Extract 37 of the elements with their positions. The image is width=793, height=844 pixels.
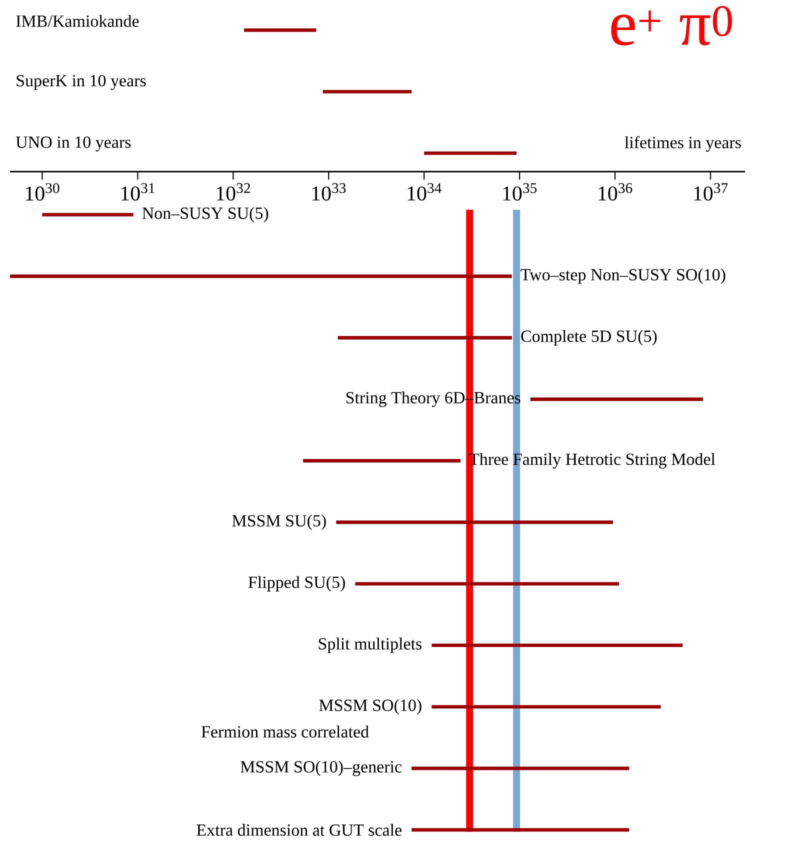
bar bbox=[530, 398, 703, 401]
bar bbox=[10, 274, 512, 278]
y-tick-label: SuperK in 10 years bbox=[16, 74, 146, 90]
bar bbox=[432, 644, 683, 648]
bar bbox=[432, 705, 661, 709]
y-tick-label: Two–step Non–SUSY SO(10) bbox=[520, 268, 726, 284]
y-tick-label: Non–SUSY SU(5) bbox=[142, 206, 268, 222]
x-tick-label: 10$^{31}$ bbox=[121, 183, 154, 201]
chart-title: e$^{+}$ π$^{0}$ bbox=[611, 6, 732, 46]
y-tick-label: UNO in 10 years bbox=[16, 136, 131, 152]
x-tick-label: 10$^{37}$ bbox=[694, 183, 728, 201]
y-tick-label: IMB/Kamiokande bbox=[16, 14, 139, 27]
y-tick-label: Extra dimension at GUT scale bbox=[196, 824, 402, 836]
bar bbox=[338, 336, 512, 340]
bar bbox=[336, 520, 613, 524]
x-tick-label: 10$^{32}$ bbox=[216, 183, 250, 201]
bar bbox=[303, 459, 460, 462]
y-tick-label: Split multiplets bbox=[318, 638, 422, 654]
x-tick-label: 10$^{34}$ bbox=[408, 183, 442, 201]
x-tick-label: 10$^{33}$ bbox=[312, 183, 346, 201]
bar bbox=[42, 212, 134, 216]
y-tick-label: Complete 5D SU(5) bbox=[521, 330, 657, 346]
bar bbox=[244, 28, 316, 32]
bar bbox=[412, 766, 630, 770]
bar bbox=[412, 828, 630, 832]
y-tick-label: Flipped SU(5) bbox=[248, 576, 345, 592]
bar bbox=[322, 90, 412, 94]
annotation: lifetimes in years bbox=[624, 136, 741, 152]
x-tick-label: 10$^{30}$ bbox=[26, 183, 60, 201]
y-tick-label: MSSM SU(5) bbox=[232, 514, 326, 530]
bar bbox=[355, 582, 620, 586]
annotation: Fermion mass correlated bbox=[201, 726, 369, 738]
bar bbox=[424, 151, 517, 155]
x-tick-label: 10$^{36}$ bbox=[598, 183, 632, 201]
x-tick-label: 10$^{35}$ bbox=[503, 183, 537, 201]
y-tick-label: MSSM SO(10) bbox=[319, 699, 422, 715]
y-tick-label: MSSM SO(10)–generic bbox=[240, 760, 402, 776]
